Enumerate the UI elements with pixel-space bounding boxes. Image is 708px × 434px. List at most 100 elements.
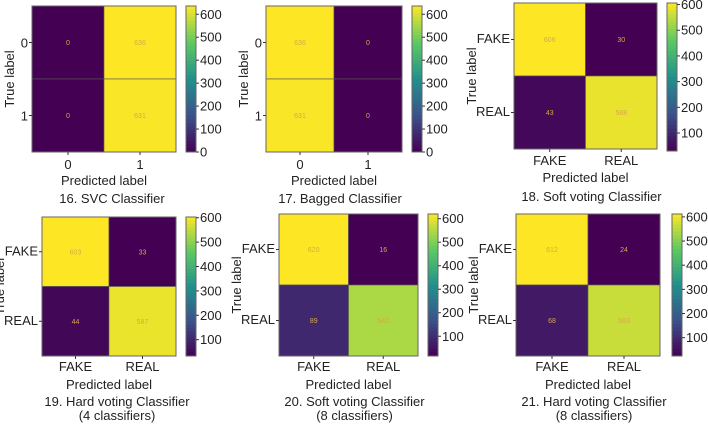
colorbar-tick-label: 200 — [200, 308, 222, 323]
colorbar-segment — [672, 270, 682, 275]
colorbar-segment — [672, 224, 682, 229]
cell-value-label: 631 — [294, 113, 306, 120]
x-tick-label: 0 — [64, 157, 71, 172]
colorbar-segment — [412, 122, 422, 127]
matrix-cell — [515, 213, 589, 286]
y-axis-label: True label — [0, 258, 7, 315]
x-tick-label: FAKE — [533, 153, 567, 168]
panel-caption: 18. Soft voting Classifier — [521, 189, 662, 204]
colorbar-segment — [672, 327, 682, 332]
colorbar-tick-label: 200 — [686, 306, 708, 321]
colorbar-segment — [186, 86, 196, 91]
colorbar-segment — [428, 316, 438, 321]
matrix-frame — [513, 2, 658, 150]
panel-caption: 20. Soft voting Classifier — [284, 394, 425, 409]
matrix-cell — [513, 2, 586, 77]
cell-value-label: 30 — [617, 37, 625, 44]
y-tick-label: 1 — [255, 109, 262, 124]
colorbar-tick-label: 200 — [442, 305, 464, 320]
colorbar-segment — [412, 27, 422, 33]
colorbar-segment — [412, 119, 422, 124]
cell-value-label: 606 — [544, 37, 556, 44]
colorbar-segment — [672, 338, 682, 343]
colorbar-segment — [186, 60, 196, 65]
colorbar-segment — [667, 47, 677, 52]
colorbar-segment — [186, 13, 196, 18]
x-tick-label: FAKE — [535, 359, 569, 374]
colorbar-segment — [186, 57, 196, 62]
colorbar-segment — [186, 255, 196, 260]
colorbar-segment — [428, 281, 438, 286]
colorbar-segment — [667, 43, 677, 48]
colorbar-frame — [666, 2, 678, 152]
colorbar-segment — [667, 95, 677, 100]
colorbar-segment — [428, 324, 438, 329]
colorbar-segment — [667, 84, 677, 89]
y-tick-label: FAKE — [242, 241, 276, 256]
colorbar-segment — [186, 335, 196, 340]
colorbar-segment — [672, 324, 682, 329]
colorbar-segment — [186, 35, 196, 40]
colorbar-segment — [667, 14, 677, 19]
colorbar-segment — [667, 58, 677, 63]
colorbar-segment — [672, 267, 682, 272]
colorbar-segment — [186, 258, 196, 263]
colorbar-segment — [186, 317, 196, 322]
colorbar-segment — [428, 352, 438, 357]
colorbar-segment — [412, 86, 422, 91]
colorbar-segment — [186, 279, 196, 284]
colorbar-segment — [667, 21, 677, 26]
colorbar-segment — [667, 125, 677, 130]
colorbar-segment — [667, 51, 677, 56]
colorbar-segment — [672, 238, 682, 243]
colorbar-segment — [667, 73, 677, 78]
colorbar-segment — [672, 235, 682, 240]
colorbar-segment — [412, 144, 422, 149]
y-axis-label: True label — [236, 50, 251, 107]
confusion-matrix-panel-4: 603 33 44 587 FAKE FAKE REAL REAL Predicted labe… — [0, 210, 222, 423]
colorbar-tick-label: 400 — [442, 258, 464, 273]
panel-caption: 16. SVC Classifier — [59, 191, 165, 206]
colorbar-segment — [667, 132, 677, 137]
colorbar-segment — [672, 277, 682, 282]
x-axis-label: Predicted label — [66, 377, 152, 392]
colorbar-frame — [427, 213, 439, 357]
colorbar-segment — [672, 263, 682, 268]
colorbar-segment — [428, 313, 438, 318]
colorbar-segment — [412, 108, 422, 113]
cell-value-label: 0 — [66, 113, 70, 120]
colorbar-segment — [186, 148, 196, 153]
colorbar-segment — [428, 302, 438, 307]
colorbar-segment — [186, 82, 196, 87]
colorbar-segment — [186, 293, 196, 298]
colorbar-segment — [412, 141, 422, 146]
matrix-cell — [278, 213, 349, 286]
colorbar-segment — [186, 108, 196, 113]
matrix-frame — [41, 216, 177, 357]
y-tick-label: REAL — [241, 312, 275, 327]
colorbar-segment — [428, 285, 438, 290]
cell-value-label: 587 — [137, 319, 149, 326]
colorbar-segment — [412, 137, 422, 142]
colorbar-segment — [412, 111, 422, 116]
colorbar-segment — [412, 31, 422, 36]
matrix-cell — [103, 78, 177, 153]
colorbar-segment — [186, 324, 196, 329]
matrix-frame — [265, 5, 403, 153]
matrix-cell — [585, 2, 658, 77]
colorbar-segment — [667, 32, 677, 37]
colorbar-segment — [186, 119, 196, 124]
x-tick-label: 1 — [364, 157, 371, 172]
colorbar-segment — [186, 310, 196, 315]
colorbar-segment — [667, 36, 677, 41]
colorbar-segment — [412, 126, 422, 131]
matrix-cell — [333, 5, 403, 80]
colorbar-segment — [672, 316, 682, 321]
matrix-cell — [31, 78, 105, 153]
colorbar-segment — [186, 144, 196, 149]
colorbar-tick-label: 500 — [200, 30, 222, 45]
colorbar-segment — [412, 75, 422, 80]
colorbar-segment — [428, 260, 438, 265]
colorbar-segment — [672, 295, 682, 300]
colorbar-tick-label: 300 — [442, 282, 464, 297]
